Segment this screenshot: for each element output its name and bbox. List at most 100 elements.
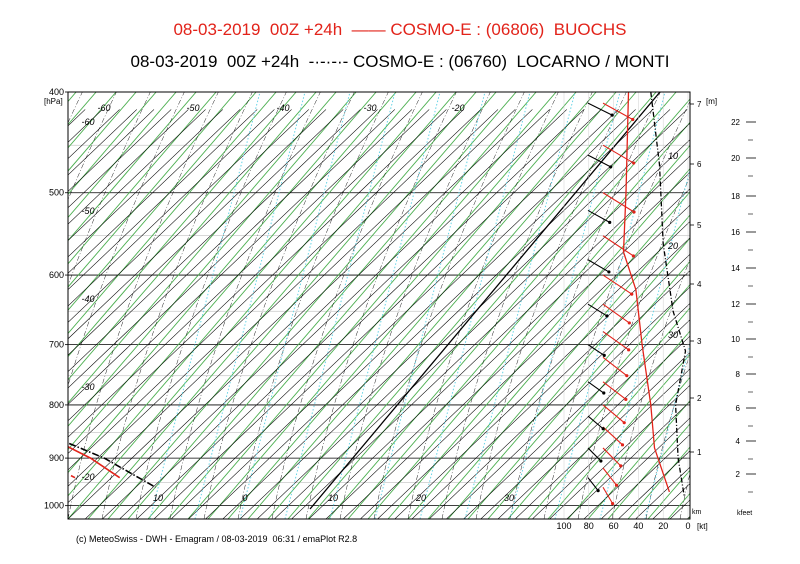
wind-layer (563, 92, 689, 519)
wind-barb-head (605, 314, 609, 318)
height-km-tick-label: 5 (697, 221, 702, 230)
dry-adiabat-line (768, 0, 800, 519)
dry-adiabat-line (0, 0, 188, 519)
isotherm-line (68, 109, 413, 438)
isotherm-line (463, 303, 690, 519)
dry-adiabat-line (147, 92, 517, 519)
wind-barb (602, 331, 629, 351)
wind-barb-head (620, 443, 625, 447)
dry-adiabat-line (68, 92, 157, 195)
isotherm-line (308, 155, 690, 519)
temperature-tick-label: -40 (81, 294, 94, 304)
wind-profile-label: 10 (668, 151, 678, 161)
wind-barb (602, 235, 634, 257)
wind-profile-label: 30 (668, 330, 678, 340)
isotherm-line (739, 109, 800, 519)
temperature-tick-label: 10 (328, 493, 338, 503)
temperature-tick-label: -20 (81, 472, 94, 482)
wind-barb (602, 426, 623, 446)
isotherm-line (102, 109, 533, 519)
moist-adiabat-line (782, 72, 800, 519)
isotherm-line (119, 109, 550, 519)
isotherm-line (68, 109, 361, 389)
dry-adiabat-line (187, 92, 557, 519)
isotherm-line (343, 188, 690, 519)
wind-barb-head (619, 464, 623, 468)
height-m-unit-label: [m] (706, 97, 717, 106)
dry-adiabat-line (87, 92, 457, 519)
wind-barb-head (601, 427, 605, 431)
temperature-tick-label: 10 (153, 493, 163, 503)
isotherm-line (411, 253, 690, 519)
isotherm-line (136, 109, 567, 519)
dry-adiabat-line (167, 92, 537, 519)
moist-adiabat-line (645, 353, 690, 519)
dry-adiabat-line (207, 92, 577, 519)
wind-barb (587, 447, 602, 462)
isotherm-line (68, 109, 172, 209)
moist-adiabat-line (509, 92, 661, 519)
wind-barb (602, 447, 622, 467)
isotherm-line (68, 109, 464, 487)
wind-barb (602, 102, 634, 120)
kfeet-unit-label: kfeet (737, 510, 752, 517)
wind-speed-tick-label: 0 (685, 521, 690, 531)
buochs-temperature-line (68, 445, 121, 479)
dry-adiabat-line (267, 92, 637, 519)
wind-barb (602, 356, 628, 377)
isotherm-line (239, 109, 671, 519)
wind-speed-unit-label: [kt] (697, 522, 708, 531)
height-kfeet-tick-label: 22 (731, 118, 740, 127)
dry-adiabat-line (567, 376, 690, 519)
height-kfeet-tick-label: 6 (736, 404, 741, 413)
wind-barb (602, 274, 633, 295)
dry-adiabat-line (68, 92, 197, 242)
dry-adiabat-line (507, 307, 690, 519)
isotherm-line (291, 139, 690, 519)
height-kfeet-tick-label: 18 (731, 192, 740, 201)
dry-adiabat-line (287, 92, 657, 519)
isotherm-line (68, 109, 395, 422)
moist-adiabat-line (237, 92, 389, 519)
isotherm-line (497, 335, 690, 519)
height-km-tick-label: 2 (697, 394, 702, 403)
wind-barb-head (624, 397, 628, 401)
isotherm-line (429, 270, 690, 519)
temperature-tick-label: -60 (81, 117, 94, 127)
wind-barb (587, 415, 604, 430)
pressure-tick-label: 500 (49, 188, 64, 198)
wind-barb-head (599, 459, 603, 463)
dry-adiabat-line (68, 92, 117, 149)
isotherm-line (601, 434, 690, 519)
isotherm-line (0, 109, 16, 519)
moist-adiabat-line (68, 92, 219, 519)
isotherm-line (325, 171, 690, 519)
wind-barb (587, 154, 611, 168)
temperature-tick-label: 0 (242, 493, 247, 503)
isotherm-line (652, 483, 690, 519)
wind-barb (587, 344, 605, 356)
wind-barb (587, 102, 613, 116)
moist-adiabat-line (543, 100, 690, 519)
isotherm-line (0, 109, 51, 519)
height-km-tick-label: 1 (697, 448, 702, 457)
km-unit-label: km (692, 509, 702, 516)
pressure-tick-label: 700 (49, 340, 64, 350)
temperature-tick-label: 20 (415, 493, 426, 503)
isotherm-line (68, 109, 499, 519)
isotherm-line (68, 109, 258, 291)
isotherm-line (85, 109, 516, 519)
height-km-tick-label: 6 (697, 160, 702, 169)
height-km-tick-label: 7 (697, 100, 702, 109)
moist-adiabat-line (68, 92, 185, 387)
dry-adiabat-line (68, 92, 377, 451)
isotherm-line (68, 109, 430, 454)
temperature-tick-label: -60 (97, 103, 110, 113)
isotherm-line (68, 109, 292, 323)
isotherm-line (618, 450, 690, 519)
isotherm-line (68, 109, 481, 503)
moist-adiabat-line (305, 92, 457, 519)
height-km-tick-label: 3 (697, 337, 702, 346)
isotherm-line (68, 109, 206, 241)
